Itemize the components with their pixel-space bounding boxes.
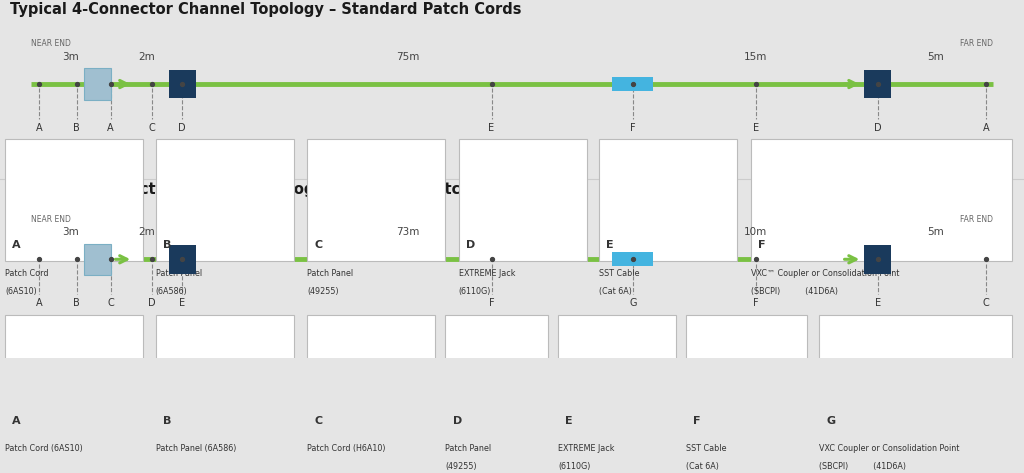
Text: 5m: 5m [927,227,944,237]
FancyBboxPatch shape [864,70,891,98]
Text: 15m: 15m [743,52,767,61]
Text: A: A [108,123,114,132]
FancyBboxPatch shape [751,140,1012,261]
Text: D: D [466,240,475,250]
Text: (Cat 6A): (Cat 6A) [599,287,632,296]
Text: FAR END: FAR END [961,39,993,48]
Text: B: B [163,416,171,426]
FancyBboxPatch shape [5,140,143,261]
Text: F: F [753,298,759,308]
Text: F: F [693,416,700,426]
Text: FAR END: FAR END [961,215,993,224]
Text: A: A [983,123,989,132]
Text: E: E [488,123,495,132]
Text: 3m: 3m [62,227,79,237]
Text: (49255): (49255) [445,462,477,471]
Text: B: B [74,123,80,132]
FancyBboxPatch shape [459,140,587,261]
Text: E: E [606,240,613,250]
Text: E: E [565,416,572,426]
Text: 3m: 3m [62,52,79,61]
Text: Typical 4-Connector Channel Topology – High Flex Patch Cords: Typical 4-Connector Channel Topology – H… [10,183,523,197]
Text: (6110G): (6110G) [459,287,492,296]
FancyBboxPatch shape [169,245,196,273]
Text: (Cat 6A): (Cat 6A) [686,462,719,471]
FancyBboxPatch shape [156,315,294,436]
Text: EXTREME Jack: EXTREME Jack [558,444,614,453]
FancyBboxPatch shape [558,315,676,436]
FancyBboxPatch shape [599,140,737,261]
Text: Patch Panel (6A586): Patch Panel (6A586) [156,444,236,453]
Text: F: F [630,123,636,132]
FancyBboxPatch shape [84,244,111,275]
Text: B: B [163,240,171,250]
FancyBboxPatch shape [864,245,891,273]
Text: NEAR END: NEAR END [31,215,71,224]
Text: (SBCPI)          (41D6A): (SBCPI) (41D6A) [819,462,906,471]
Text: (6AS10): (6AS10) [5,287,37,296]
FancyBboxPatch shape [819,315,1012,436]
FancyBboxPatch shape [169,70,196,98]
Text: (49255): (49255) [307,287,339,296]
Text: C: C [314,240,323,250]
FancyBboxPatch shape [307,140,445,261]
Text: (6A586): (6A586) [156,287,187,296]
Text: 2m: 2m [138,227,155,237]
Text: C: C [983,298,989,308]
Text: D: D [873,123,882,132]
Text: 10m: 10m [743,227,767,237]
Text: A: A [36,123,42,132]
Text: 73m: 73m [396,227,419,237]
Text: 5m: 5m [927,52,944,61]
Text: 75m: 75m [396,52,419,61]
Text: Patch Cord: Patch Cord [5,269,48,278]
FancyBboxPatch shape [612,77,653,91]
Text: F: F [488,298,495,308]
Text: C: C [148,123,155,132]
Text: C: C [108,298,114,308]
Text: Patch Cord (6AS10): Patch Cord (6AS10) [5,444,83,453]
Text: EXTREME Jack: EXTREME Jack [459,269,515,278]
Text: A: A [12,416,20,426]
Text: F: F [758,240,765,250]
Text: D: D [147,298,156,308]
Text: B: B [74,298,80,308]
FancyBboxPatch shape [445,315,548,436]
FancyBboxPatch shape [156,140,294,261]
Text: (6110G): (6110G) [558,462,591,471]
Text: Patch Panel: Patch Panel [307,269,353,278]
FancyBboxPatch shape [307,315,435,436]
Text: E: E [753,123,759,132]
Text: D: D [453,416,462,426]
Text: A: A [36,298,42,308]
Text: C: C [314,416,323,426]
FancyBboxPatch shape [84,68,111,100]
Text: G: G [629,298,637,308]
Text: E: E [874,298,881,308]
Text: VXC™ Coupler or Consolidation Point: VXC™ Coupler or Consolidation Point [751,269,899,278]
Text: 2m: 2m [138,52,155,61]
Text: SST Cable: SST Cable [599,269,640,278]
Text: Patch Cord (H6A10): Patch Cord (H6A10) [307,444,386,453]
Text: NEAR END: NEAR END [31,39,71,48]
Text: Typical 4-Connector Channel Topology – Standard Patch Cords: Typical 4-Connector Channel Topology – S… [10,2,522,17]
Text: E: E [179,298,185,308]
Text: SST Cable: SST Cable [686,444,727,453]
Text: (SBCPI)          (41D6A): (SBCPI) (41D6A) [751,287,838,296]
Text: D: D [178,123,186,132]
Text: G: G [826,416,836,426]
Text: A: A [12,240,20,250]
FancyBboxPatch shape [686,315,807,436]
FancyBboxPatch shape [612,252,653,266]
Text: Patch Panel: Patch Panel [445,444,492,453]
Text: Patch Panel: Patch Panel [156,269,202,278]
Text: VXC Coupler or Consolidation Point: VXC Coupler or Consolidation Point [819,444,959,453]
FancyBboxPatch shape [5,315,143,436]
